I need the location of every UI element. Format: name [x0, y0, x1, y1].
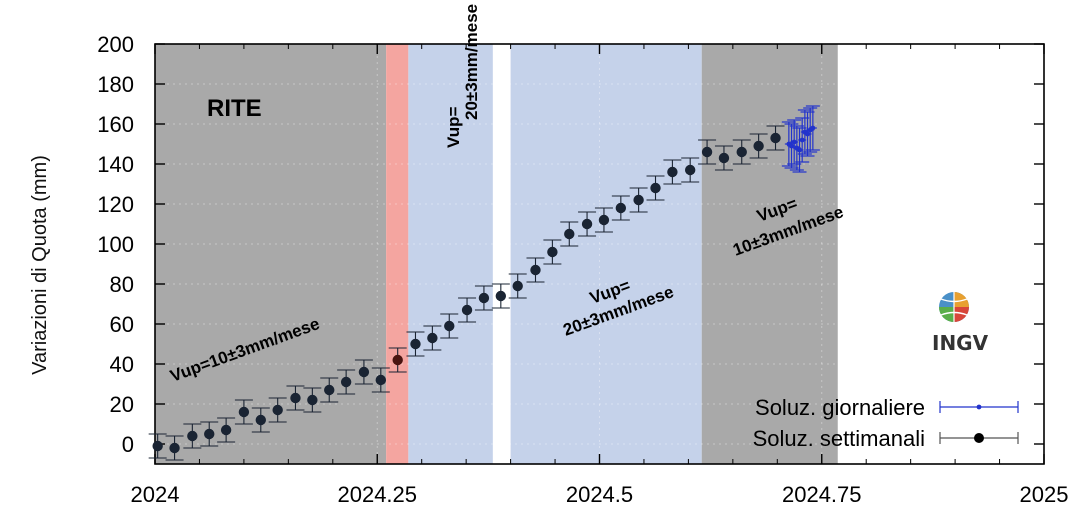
data-point: [358, 366, 370, 378]
data-point: [255, 414, 266, 426]
y-axis-label: Variazioni di Quota (mm): [29, 155, 51, 375]
x-tick-label: 2025: [1020, 482, 1069, 507]
data-point: [667, 166, 678, 178]
y-tick-label: 140: [97, 152, 134, 177]
data-point: [444, 320, 455, 332]
series-weekly: [148, 125, 785, 461]
data-point: [789, 143, 794, 149]
x-tick-label: 2024.75: [782, 482, 862, 507]
y-tick-label: 60: [110, 312, 134, 337]
data-point: [324, 384, 335, 396]
data-point: [478, 292, 490, 304]
data-point: [152, 440, 163, 452]
axis-ticks: [154, 43, 1045, 464]
data-point: [392, 354, 403, 366]
data-point: [684, 164, 696, 176]
band: [155, 44, 387, 464]
legend-marker: [974, 433, 984, 443]
data-point: [564, 228, 575, 240]
data-point: [810, 125, 816, 131]
data-point: [797, 147, 802, 153]
x-tick-label: 2024.5: [566, 482, 633, 507]
x-tick-label: 2024.25: [337, 482, 417, 507]
data-point: [650, 182, 661, 194]
data-point: [290, 392, 301, 404]
data-point: [169, 442, 180, 454]
y-tick-labels: 0 20 40 60 80 100 120 140 160 180 200: [97, 32, 134, 457]
station-label: RITE: [207, 95, 262, 122]
background-bands: [155, 44, 838, 464]
data-point: [615, 202, 627, 214]
data-point: [581, 218, 593, 230]
data-point: [547, 246, 558, 258]
band: [408, 44, 493, 464]
data-point: [805, 131, 810, 137]
data-series: [148, 105, 820, 461]
logo-text: INGV: [932, 331, 989, 355]
data-point: [410, 338, 421, 350]
annotation-text: 20±3mm/mese: [462, 4, 481, 120]
data-point: [340, 376, 352, 388]
data-point: [272, 404, 283, 416]
grid-lines: [155, 44, 1044, 464]
data-point: [307, 394, 318, 406]
data-point: [427, 332, 438, 344]
data-point: [736, 146, 747, 158]
ingv-logo: INGV: [932, 292, 989, 355]
y-tick-label: 20: [110, 392, 134, 417]
band: [701, 44, 838, 464]
y-tick-label: 0: [122, 432, 134, 457]
data-point: [375, 374, 387, 386]
data-point: [238, 406, 250, 418]
data-point: [530, 264, 541, 276]
legend: Soluz. giornaliere Soluz. settimanali: [753, 395, 1019, 451]
data-point: [512, 280, 523, 292]
data-point: [770, 132, 781, 144]
legend-entry: Soluz. giornaliere: [755, 395, 1019, 420]
data-point: [633, 194, 644, 206]
band: [386, 44, 409, 464]
y-tick-label: 80: [110, 272, 134, 297]
data-point: [718, 152, 730, 164]
data-point: [220, 424, 232, 436]
data-point: [204, 428, 215, 440]
data-point: [598, 214, 610, 226]
y-tick-label: 120: [97, 192, 134, 217]
y-tick-label: 180: [97, 72, 134, 97]
y-tick-label: 100: [97, 232, 134, 257]
data-point: [461, 304, 473, 316]
y-tick-label: 160: [97, 112, 134, 137]
data-point: [753, 140, 764, 152]
legend-label: Soluz. giornaliere: [755, 395, 925, 420]
data-point: [187, 430, 198, 442]
legend-entry: Soluz. settimanali: [753, 426, 1019, 451]
data-point: [701, 146, 713, 158]
data-point: [495, 290, 507, 302]
data-point: [791, 139, 797, 145]
x-tick-labels: 2024 2024.25 2024.5 2024.75 2025: [131, 482, 1069, 507]
annotation-text: Vup=: [444, 107, 463, 148]
legend-label: Soluz. settimanali: [753, 426, 925, 451]
globe-icon: [939, 292, 969, 322]
series-daily: [781, 105, 820, 173]
y-tick-label: 200: [97, 32, 134, 57]
y-tick-label: 40: [110, 352, 134, 377]
x-tick-label: 2024: [131, 482, 180, 507]
legend-marker: [976, 404, 982, 410]
data-point: [799, 137, 805, 143]
band: [510, 44, 702, 464]
